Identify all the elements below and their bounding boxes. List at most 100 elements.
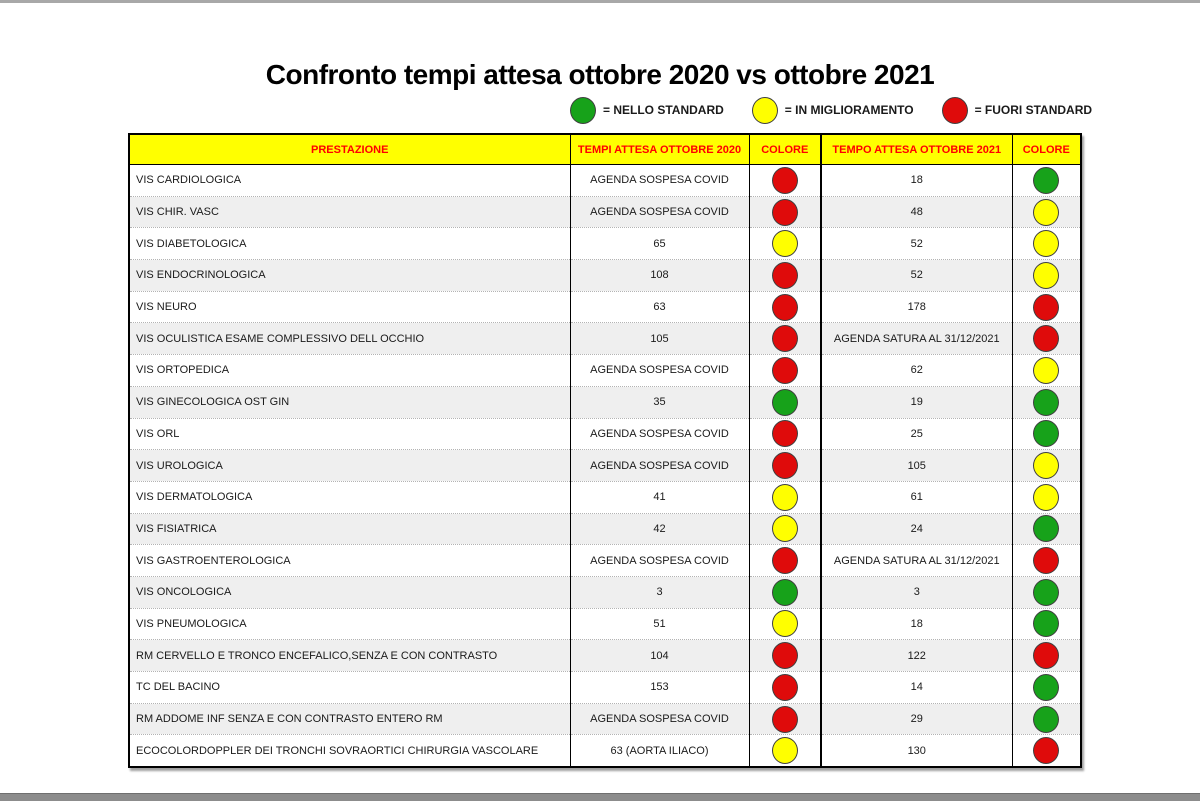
- prestazione-cell: TC DEL BACINO: [129, 671, 571, 704]
- green-status-icon: [570, 96, 596, 124]
- colore-2021-cell: [1012, 322, 1081, 355]
- table-row: VIS CARDIOLOGICA AGENDA SOSPESA COVID 18: [129, 164, 1081, 197]
- yellow-status-icon: [771, 737, 798, 765]
- attesa-2020-cell: AGENDA SOSPESA COVID: [570, 544, 750, 577]
- red-status-icon: [771, 166, 798, 194]
- colore-2021-cell: [1012, 417, 1081, 450]
- header-prestazione: PRESTAZIONE: [129, 134, 571, 165]
- attesa-2021-cell: 62: [821, 354, 1013, 387]
- yellow-status-icon: [1033, 356, 1060, 384]
- prestazione-cell: VIS ENDOCRINOLOGICA: [129, 259, 571, 292]
- attesa-2021-cell: 29: [821, 702, 1013, 735]
- yellow-status-icon: [1033, 261, 1060, 289]
- header-tempi-attesa-2020: TEMPI ATTESA OTTOBRE 2020: [570, 134, 750, 165]
- attesa-2020-cell: 108: [570, 259, 750, 292]
- table-row: ECOCOLORDOPPLER DEI TRONCHI SOVRAORTICI …: [129, 734, 1081, 768]
- table-row: VIS UROLOGICA AGENDA SOSPESA COVID 105: [129, 449, 1081, 482]
- waiting-times-table: PRESTAZIONE TEMPI ATTESA OTTOBRE 2020 CO…: [128, 133, 1082, 769]
- colore-2020-cell: [749, 449, 822, 482]
- table-row: TC DEL BACINO 153 14: [129, 671, 1081, 704]
- prestazione-cell: VIS DERMATOLOGICA: [129, 480, 571, 514]
- header-colore-2020: COLORE: [749, 134, 822, 165]
- red-status-icon: [771, 293, 798, 321]
- colore-2021-cell: [1012, 734, 1081, 768]
- prestazione-cell: VIS FISIATRICA: [129, 512, 571, 545]
- attesa-2020-cell: 42: [570, 512, 750, 545]
- table-row: VIS OCULISTICA ESAME COMPLESSIVO DELL OC…: [129, 322, 1081, 355]
- prestazione-cell: VIS GASTROENTEROLOGICA: [129, 544, 571, 577]
- page-title: Confronto tempi attesa ottobre 2020 vs o…: [265, 58, 935, 90]
- red-status-icon: [771, 261, 798, 289]
- header-colore-2021: COLORE: [1012, 134, 1081, 165]
- table-row: VIS NEURO 63 178: [129, 290, 1081, 323]
- prestazione-cell: VIS PNEUMOLOGICA: [129, 607, 571, 640]
- prestazione-cell: VIS NEURO: [129, 290, 571, 323]
- green-status-icon: [1033, 388, 1060, 416]
- attesa-2020-cell: AGENDA SOSPESA COVID: [570, 195, 750, 228]
- attesa-2020-cell: AGENDA SOSPESA COVID: [570, 164, 750, 197]
- colore-2020-cell: [749, 607, 822, 640]
- green-status-icon: [771, 578, 798, 606]
- table-row: RM ADDOME INF SENZA E CON CONTRASTO ENTE…: [129, 702, 1081, 735]
- colore-2020-cell: [749, 290, 822, 323]
- red-status-icon: [771, 356, 798, 384]
- attesa-2021-cell: 52: [821, 259, 1013, 292]
- colore-2020-cell: [749, 702, 822, 735]
- prestazione-cell: VIS OCULISTICA ESAME COMPLESSIVO DELL OC…: [129, 322, 571, 355]
- colore-2021-cell: [1012, 385, 1081, 418]
- table-row: RM CERVELLO E TRONCO ENCEFALICO,SENZA E …: [129, 639, 1081, 672]
- red-status-icon: [1033, 547, 1060, 575]
- green-status-icon: [1033, 515, 1060, 543]
- prestazione-cell: VIS ORTOPEDICA: [129, 354, 571, 387]
- prestazione-cell: VIS CHIR. VASC: [129, 195, 571, 228]
- green-status-icon: [1033, 673, 1060, 701]
- red-status-icon: [941, 96, 968, 124]
- legend-item-nello-standard: = NELLO STANDARD: [570, 96, 724, 124]
- table-header: PRESTAZIONE TEMPI ATTESA OTTOBRE 2020 CO…: [129, 134, 1081, 165]
- colore-2021-cell: [1012, 449, 1081, 482]
- colore-2021-cell: [1012, 354, 1081, 387]
- attesa-2021-cell: 130: [821, 734, 1013, 768]
- attesa-2020-cell: 3: [570, 575, 750, 609]
- legend-label: = FUORI STANDARD: [974, 103, 1093, 117]
- colore-2021-cell: [1012, 702, 1081, 735]
- colore-2021-cell: [1012, 290, 1081, 323]
- colore-2020-cell: [749, 227, 822, 260]
- colore-2020-cell: [749, 195, 822, 228]
- red-status-icon: [1033, 642, 1060, 670]
- colore-2020-cell: [749, 417, 822, 450]
- colore-2021-cell: [1012, 512, 1081, 545]
- yellow-status-icon: [1033, 230, 1060, 258]
- yellow-status-icon: [771, 515, 798, 543]
- attesa-2020-cell: 51: [570, 607, 750, 640]
- yellow-status-icon: [1033, 198, 1060, 226]
- table-row: VIS ENDOCRINOLOGICA 108 52: [129, 259, 1081, 292]
- colore-2021-cell: [1012, 227, 1081, 260]
- header-tempo-attesa-2021: TEMPO ATTESA OTTOBRE 2021: [821, 134, 1013, 165]
- table-row: VIS ORL AGENDA SOSPESA COVID 25: [129, 417, 1081, 450]
- header-row: PRESTAZIONE TEMPI ATTESA OTTOBRE 2020 CO…: [129, 134, 1081, 165]
- colore-2021-cell: [1012, 480, 1081, 514]
- colore-2021-cell: [1012, 639, 1081, 672]
- prestazione-cell: VIS CARDIOLOGICA: [129, 164, 571, 197]
- red-status-icon: [1033, 325, 1060, 353]
- table-row: VIS DIABETOLOGICA 65 52: [129, 227, 1081, 260]
- attesa-2020-cell: 35: [570, 385, 750, 418]
- attesa-2020-cell: AGENDA SOSPESA COVID: [570, 354, 750, 387]
- colore-2021-cell: [1012, 165, 1081, 197]
- colore-2020-cell: [749, 575, 822, 609]
- red-status-icon: [771, 420, 798, 448]
- attesa-2021-cell: 3: [821, 575, 1013, 609]
- attesa-2020-cell: 104: [570, 639, 750, 672]
- green-status-icon: [1033, 420, 1060, 448]
- attesa-2021-cell: 18: [821, 164, 1013, 197]
- legend-item-fuori-standard: = FUORI STANDARD: [941, 96, 1093, 124]
- colore-2020-cell: [749, 354, 822, 387]
- red-status-icon: [771, 705, 798, 733]
- attesa-2021-cell: AGENDA SATURA AL 31/12/2021: [821, 544, 1013, 577]
- attesa-2020-cell: AGENDA SOSPESA COVID: [570, 702, 750, 735]
- legend-label: = IN MIGLIORAMENTO: [784, 103, 914, 117]
- attesa-2020-cell: 65: [570, 227, 750, 260]
- table-row: VIS FISIATRICA 42 24: [129, 512, 1081, 545]
- colore-2021-cell: [1012, 195, 1081, 228]
